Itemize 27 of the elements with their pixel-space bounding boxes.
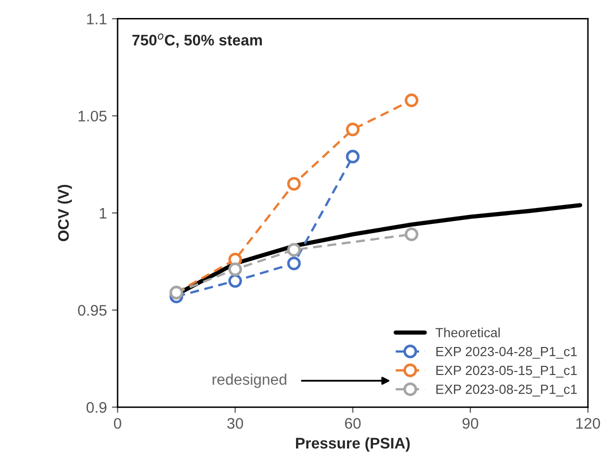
x-tick-label: 30 xyxy=(227,418,244,429)
x-tick-label: 90 xyxy=(462,418,478,429)
y-tick-label: 1 xyxy=(100,208,106,218)
y-tick-label: 0.9 xyxy=(86,402,106,413)
x-tick-label: 120 xyxy=(576,418,600,429)
y-tick-label: 1.05 xyxy=(78,110,107,122)
point xyxy=(228,262,242,276)
legend-label: EXP 2023-04-28_P1_c1 xyxy=(436,346,577,359)
point xyxy=(346,150,360,164)
point xyxy=(287,243,301,257)
legend-label: EXP 2023-05-15_P1_c1 xyxy=(436,366,577,378)
point xyxy=(228,274,242,288)
y-tick-label: 1.1 xyxy=(87,14,106,24)
x-tick-label: 0 xyxy=(114,418,122,429)
legend-label: EXP 2023-08-25_P1_c1 xyxy=(436,384,577,396)
point xyxy=(287,256,301,270)
x-tick-label: 60 xyxy=(345,418,361,429)
point xyxy=(404,93,418,108)
legend-label: Theoretical xyxy=(436,328,500,338)
point xyxy=(404,228,418,242)
point xyxy=(287,177,301,191)
annotation: redesigned xyxy=(212,374,286,388)
x-axis-title: Pressure (PSIA) xyxy=(296,437,410,452)
y-axis-title: OCV (V) xyxy=(58,184,72,242)
y-tick-label: 0.95 xyxy=(78,304,107,316)
annotation: 750$^{o}$C, 50% steam xyxy=(132,34,262,48)
point xyxy=(346,122,360,136)
